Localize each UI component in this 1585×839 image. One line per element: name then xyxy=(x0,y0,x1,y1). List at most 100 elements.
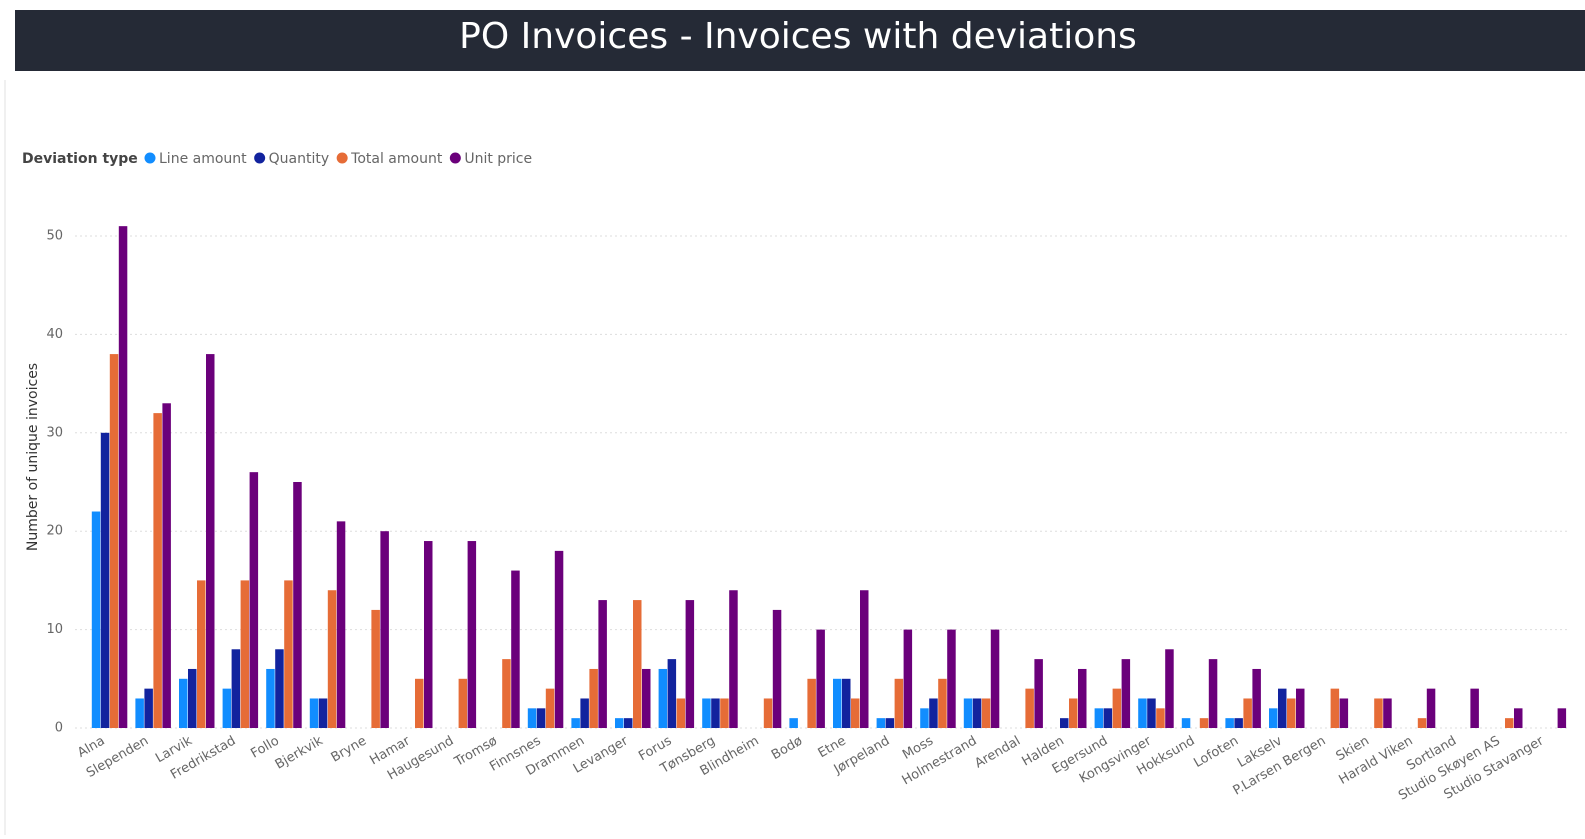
bar xyxy=(624,718,633,728)
bar xyxy=(894,678,904,728)
bar xyxy=(1296,688,1305,728)
legend-title: Deviation type xyxy=(22,151,138,167)
chart-title: PO Invoices - Invoices with deviations xyxy=(459,16,1137,57)
y-axis-title: Number of unique invoices xyxy=(25,363,41,551)
y-tick-label: 10 xyxy=(46,622,63,637)
legend-label: Total amount xyxy=(350,151,443,167)
bar xyxy=(1278,688,1287,728)
bar xyxy=(676,698,686,728)
bar xyxy=(667,659,677,728)
legend-marker xyxy=(336,152,348,164)
x-tick-label: Lofoten xyxy=(1191,734,1241,771)
bar xyxy=(327,590,337,728)
bar xyxy=(206,354,215,728)
bar xyxy=(1060,718,1069,728)
bar xyxy=(633,600,642,728)
bar xyxy=(1034,659,1043,728)
bar xyxy=(598,600,607,728)
bar xyxy=(571,718,580,728)
bar xyxy=(536,708,546,728)
bar xyxy=(249,472,259,728)
bar xyxy=(702,698,711,728)
x-tick-label: Holmestrand xyxy=(900,734,980,789)
bar xyxy=(1339,698,1349,728)
bar xyxy=(615,718,624,728)
bar xyxy=(380,531,389,728)
bar xyxy=(266,668,275,728)
bar xyxy=(1069,698,1078,728)
bar xyxy=(720,698,729,728)
bar xyxy=(118,226,128,728)
bar xyxy=(293,482,302,728)
bar xyxy=(1147,698,1156,728)
bar xyxy=(240,580,250,728)
bar xyxy=(309,698,319,728)
bar xyxy=(929,698,938,728)
bar xyxy=(162,403,171,728)
bar xyxy=(851,698,860,728)
bar xyxy=(1138,698,1147,728)
bar xyxy=(860,590,869,728)
bar xyxy=(990,629,1000,728)
bar xyxy=(876,718,886,728)
bar xyxy=(807,678,816,728)
bar xyxy=(1426,688,1436,728)
bar xyxy=(318,698,328,728)
bar xyxy=(1078,668,1087,728)
bar xyxy=(981,698,991,728)
bar xyxy=(1094,708,1104,728)
bar xyxy=(1383,698,1392,728)
bar xyxy=(1103,708,1113,728)
legend-marker xyxy=(144,152,156,164)
bar xyxy=(1112,688,1122,728)
bar xyxy=(1287,698,1296,728)
bar xyxy=(188,668,197,728)
bar xyxy=(1557,708,1567,728)
bar xyxy=(920,708,929,728)
legend-marker xyxy=(254,152,266,164)
bar xyxy=(424,541,433,728)
bar xyxy=(1208,659,1218,728)
bar xyxy=(1417,718,1427,728)
bar xyxy=(511,570,520,728)
bar xyxy=(685,600,695,728)
bar xyxy=(972,698,982,728)
bar xyxy=(816,629,825,728)
bar xyxy=(729,590,738,728)
bar xyxy=(1199,718,1209,728)
bar xyxy=(100,432,110,728)
bar xyxy=(545,688,555,728)
bar xyxy=(527,708,537,728)
bar xyxy=(842,678,851,728)
bar xyxy=(1269,708,1278,728)
bar xyxy=(1121,659,1131,728)
bar xyxy=(197,580,206,728)
bar xyxy=(1252,668,1261,728)
bar xyxy=(144,688,153,728)
bar xyxy=(938,678,947,728)
bar xyxy=(1165,649,1174,728)
bar xyxy=(231,649,241,728)
x-tick-label: Arendal xyxy=(972,734,1023,772)
bar xyxy=(711,698,720,728)
legend-label: Line amount xyxy=(159,151,247,167)
bar xyxy=(1181,718,1191,728)
legend-label: Quantity xyxy=(269,151,330,167)
y-tick-label: 0 xyxy=(55,721,63,736)
bar xyxy=(371,609,380,728)
bar xyxy=(179,678,188,728)
bar xyxy=(772,609,782,728)
bar xyxy=(153,413,162,728)
bar xyxy=(222,688,232,728)
bar xyxy=(135,698,144,728)
bar xyxy=(1330,688,1340,728)
bar xyxy=(658,668,668,728)
bar xyxy=(763,698,773,728)
y-tick-label: 30 xyxy=(46,425,63,440)
y-tick-label: 50 xyxy=(46,229,63,244)
header-bar xyxy=(15,10,1585,71)
bar xyxy=(1156,708,1165,728)
bar xyxy=(415,678,424,728)
bar xyxy=(109,354,119,728)
